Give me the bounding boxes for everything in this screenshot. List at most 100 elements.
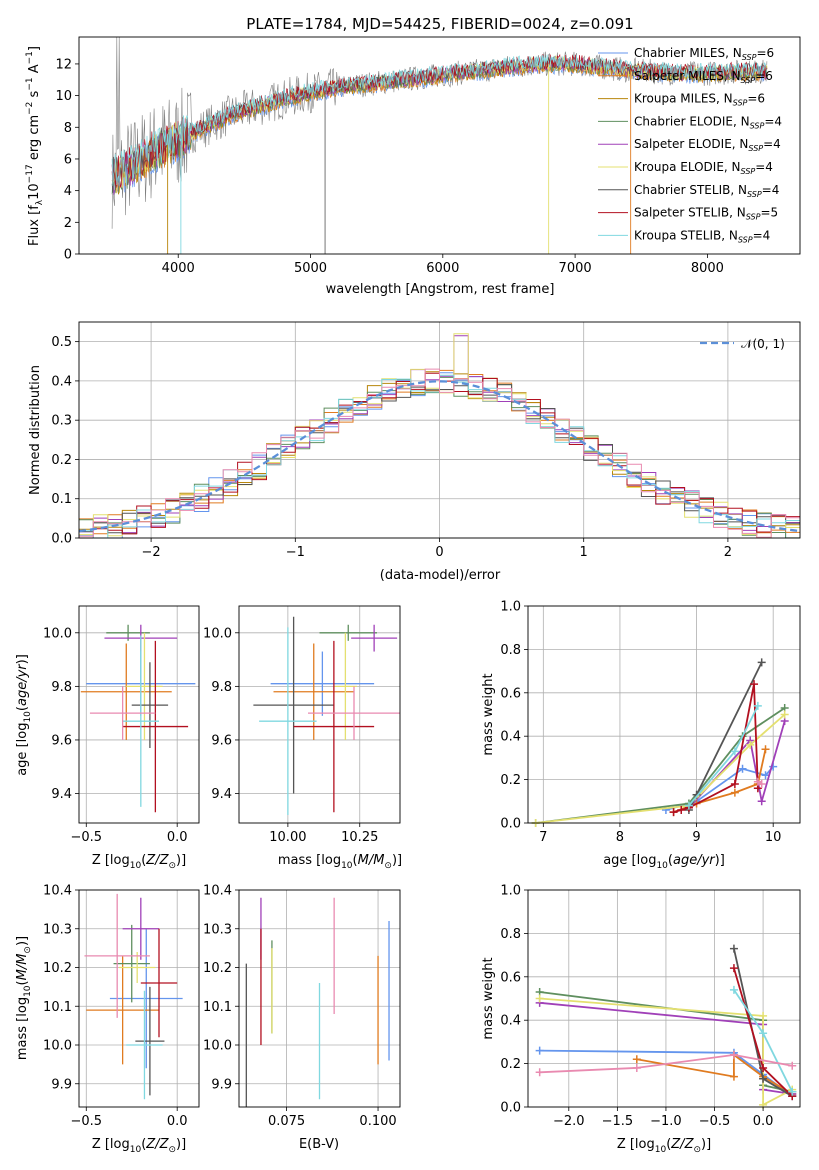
weight-line xyxy=(673,683,759,813)
y-tick-label: 1.0 xyxy=(500,600,521,615)
weight-marker xyxy=(750,680,759,689)
model-spectrum xyxy=(111,54,768,186)
y-tick-label: 8 xyxy=(64,121,72,136)
panel-weight-z: −2.0 −1.5 −1.0 −0.5 0.0 0.0 0.2 0.4 0.6 0.8 1.0 xyxy=(500,884,801,1129)
weight-marker xyxy=(730,747,739,756)
y-tick-label: 0.2 xyxy=(500,1057,521,1072)
y-tick-label: 0.4 xyxy=(500,730,521,745)
y-tick-label: 12 xyxy=(55,57,72,72)
y-tick-label: 10.3 xyxy=(203,922,232,937)
x-tick-label: 6000 xyxy=(426,261,459,276)
y-tick-label: 0.5 xyxy=(51,335,72,350)
y-tick-label: 9.9 xyxy=(51,1077,72,1092)
weight-marker xyxy=(729,944,738,953)
y-tick-label: 10.0 xyxy=(203,1039,232,1054)
axes-frame xyxy=(238,889,401,1108)
panel-mass-age: 10.00 10.25 9.4 9.6 9.8 10.0 xyxy=(203,605,401,845)
x-tick-label: 10 xyxy=(765,830,782,845)
x-tick-label: 2 xyxy=(724,545,732,560)
weight-marker xyxy=(730,788,739,797)
x-tick-label: 9 xyxy=(692,830,700,845)
x-tick-label: −2 xyxy=(142,545,161,560)
legend-label: Salpeter MILES, NSSP=6 xyxy=(634,69,773,85)
weight-marker xyxy=(759,1074,768,1083)
weight-line xyxy=(673,749,767,813)
y-tick-label: 0.0 xyxy=(51,532,72,547)
weight-marker xyxy=(535,994,544,1003)
y-tick-label: 0.8 xyxy=(500,927,521,942)
weight-line xyxy=(535,707,786,824)
y-axis-label: Flux [fλ10−17 erg cm−2 s−1 A−1] xyxy=(25,46,45,246)
plot-area-z-mass xyxy=(84,893,183,1100)
plot-area-ebv-mass xyxy=(245,897,390,1107)
x-tick-label: −2.0 xyxy=(553,1114,585,1129)
x-tick-label: 0.0 xyxy=(753,1114,774,1129)
x-axis-label: wavelength [Angstrom, rest frame] xyxy=(326,282,555,297)
weight-marker xyxy=(757,779,766,788)
y-tick-label: 9.4 xyxy=(51,787,72,802)
legend-label: Chabrier STELIB, NSSP=4 xyxy=(634,183,779,199)
x-tick-label: −1.0 xyxy=(650,1114,682,1129)
weight-marker xyxy=(788,1061,797,1070)
legend: Chabrier MILES, NSSP=6 Salpeter MILES, NS… xyxy=(598,46,782,244)
plot-area-spectrum xyxy=(111,36,768,254)
y-tick-label: 0.3 xyxy=(51,414,72,429)
x-tick-label: 8000 xyxy=(691,261,724,276)
y-axis-label: mass [log10(M/M⊙)] xyxy=(15,936,33,1060)
x-axis-label: (data-model)/error xyxy=(380,568,501,583)
weight-marker xyxy=(632,1063,641,1072)
plot-area-residuals xyxy=(78,333,801,539)
panel-ebv-mass: 0.075 0.100 9.9 10.0 10.1 10.2 10.3 10.4 xyxy=(203,884,401,1129)
plot-area-weight-z xyxy=(535,944,797,1109)
y-tick-label: 9.6 xyxy=(211,733,232,748)
x-tick-label: −1 xyxy=(286,545,305,560)
weight-marker xyxy=(669,808,678,817)
x-tick-label: 0.100 xyxy=(359,1114,396,1129)
y-tick-label: 10.0 xyxy=(43,1039,72,1054)
weight-marker xyxy=(632,1055,641,1064)
y-tick-label: 9.9 xyxy=(211,1077,232,1092)
y-tick-label: 0.4 xyxy=(51,374,72,389)
x-tick-label: 7 xyxy=(539,830,547,845)
axes-frame xyxy=(527,605,801,824)
y-tick-label: 0.8 xyxy=(500,643,521,658)
y-tick-label: 0 xyxy=(64,248,72,263)
x-axis-label: Z [log10(Z/Z⊙)] xyxy=(92,1137,186,1155)
x-axis-label: Z [log10(Z/Z⊙)] xyxy=(92,853,186,871)
x-tick-label: 4000 xyxy=(162,261,195,276)
weight-marker xyxy=(677,805,686,814)
plot-area-mass-age xyxy=(253,616,400,815)
x-tick-label: −1.5 xyxy=(602,1114,634,1129)
panel-z-mass: −0.5 0.0 9.9 10.0 10.1 10.2 10.3 10.4 xyxy=(43,884,200,1129)
x-tick-label: 0.075 xyxy=(268,1114,305,1129)
legend-label: Kroupa MILES, NSSP=6 xyxy=(634,92,765,108)
axes-frame xyxy=(78,36,801,255)
normal-curve xyxy=(78,380,801,533)
axes-frame xyxy=(527,889,801,1108)
residual-histogram xyxy=(79,368,800,538)
y-tick-label: 9.6 xyxy=(51,733,72,748)
y-axis-label: mass weight xyxy=(481,957,496,1039)
x-axis-label: mass [log10(M/M⊙)] xyxy=(278,853,402,871)
legend-label: Salpeter STELIB, NSSP=5 xyxy=(634,206,778,222)
axes-frame xyxy=(238,605,401,824)
chart-layer: 4000 5000 6000 7000 8000024681012wavelength … xyxy=(15,36,801,1155)
weight-marker xyxy=(535,1046,544,1055)
y-tick-label: 9.8 xyxy=(211,680,232,695)
weight-marker xyxy=(757,797,766,806)
x-tick-label: 10.00 xyxy=(269,830,306,845)
y-tick-label: 10.0 xyxy=(43,626,72,641)
weight-marker xyxy=(761,745,770,754)
weight-marker xyxy=(730,779,739,788)
x-axis-label: age [log10(age/yr)] xyxy=(603,853,725,871)
weight-marker xyxy=(729,964,738,973)
weight-marker xyxy=(729,985,738,994)
weight-marker xyxy=(684,801,693,810)
x-tick-label: 1 xyxy=(580,545,588,560)
weight-marker xyxy=(738,764,747,773)
x-tick-label: −0.5 xyxy=(70,830,102,845)
panel-weight-age: 7 8 9 10 0.0 0.2 0.4 0.6 0.8 1.0 xyxy=(500,600,801,845)
y-tick-label: 0.0 xyxy=(500,817,521,832)
legend-label: Kroupa ELODIE, NSSP=4 xyxy=(634,160,773,176)
weight-marker xyxy=(759,1029,768,1038)
